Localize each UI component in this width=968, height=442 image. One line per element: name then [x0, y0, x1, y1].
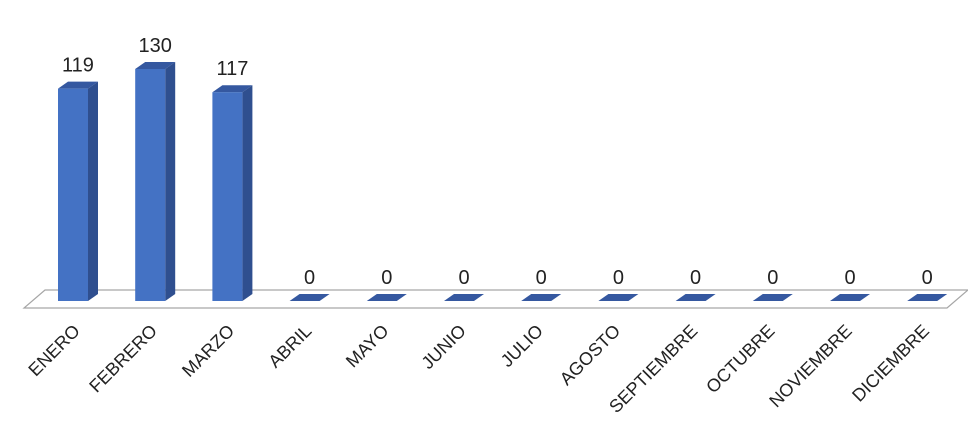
bar: [135, 62, 175, 301]
category-label: DICIEMBRE: [848, 321, 933, 406]
bar-side-face: [165, 62, 175, 301]
data-label: 0: [381, 267, 392, 289]
data-label: 130: [139, 35, 172, 57]
category-label: ENERO: [24, 321, 83, 380]
data-label: 119: [62, 55, 94, 77]
category-labels: ENERO FEBRERO MARZO ABRIL MAYO JUNIO JULIO AGOS…: [24, 321, 933, 417]
data-label: 0: [458, 267, 469, 289]
bar-front-face: [58, 89, 88, 301]
category-label: ABRIL: [264, 321, 315, 372]
bar-front-face: [212, 92, 242, 301]
data-label: 0: [690, 267, 701, 289]
category-label: FEBRERO: [85, 321, 161, 397]
data-label: 0: [613, 267, 624, 289]
bar: [212, 85, 252, 301]
category-label: NOVIEMBRE: [765, 321, 856, 412]
data-label: 0: [304, 267, 315, 289]
category-label: MAYO: [342, 321, 393, 372]
data-label: 0: [922, 267, 933, 289]
bar-side-face: [242, 85, 252, 301]
data-label: 0: [844, 267, 855, 289]
bar-front-face: [135, 69, 165, 301]
bar-side-face: [88, 82, 98, 301]
bars: [58, 62, 947, 301]
category-label: JUNIO: [418, 321, 470, 373]
category-label: OCTUBRE: [702, 321, 778, 397]
category-label: AGOSTO: [556, 321, 624, 389]
category-label: JULIO: [497, 321, 547, 371]
data-label: 0: [536, 267, 547, 289]
data-label: 117: [216, 58, 248, 80]
bar: [58, 82, 98, 301]
category-label: MARZO: [178, 321, 238, 381]
data-label: 0: [767, 267, 778, 289]
data-labels: 119 130 117 0 0 0 0 0 0 0 0 0: [62, 35, 933, 289]
